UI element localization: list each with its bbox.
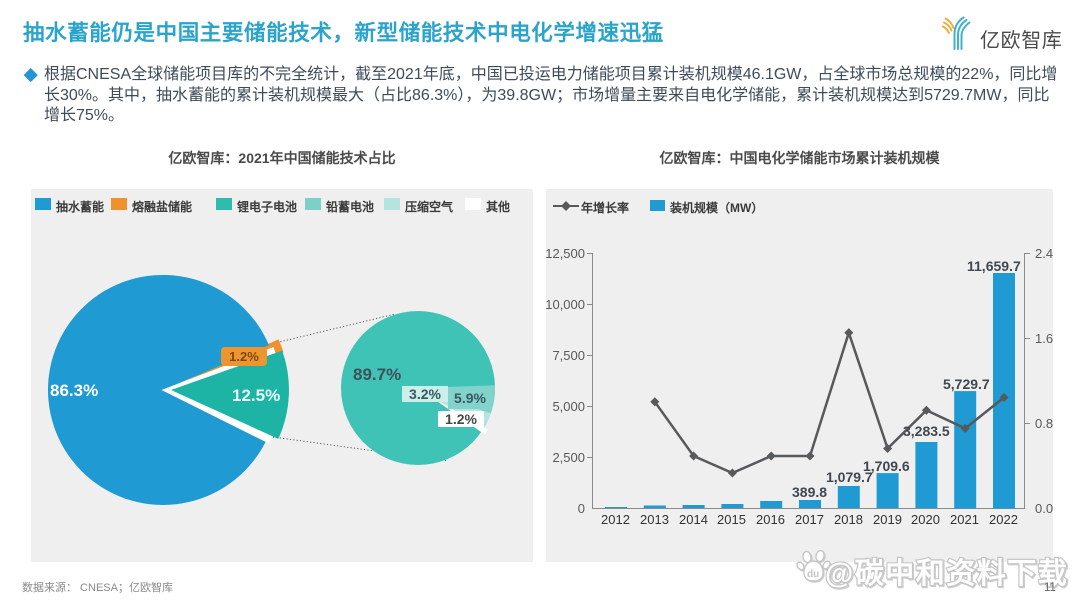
svg-text:@碳中和资料下载: @碳中和资料下载 [825,557,1068,590]
svg-text:du: du [807,569,819,580]
